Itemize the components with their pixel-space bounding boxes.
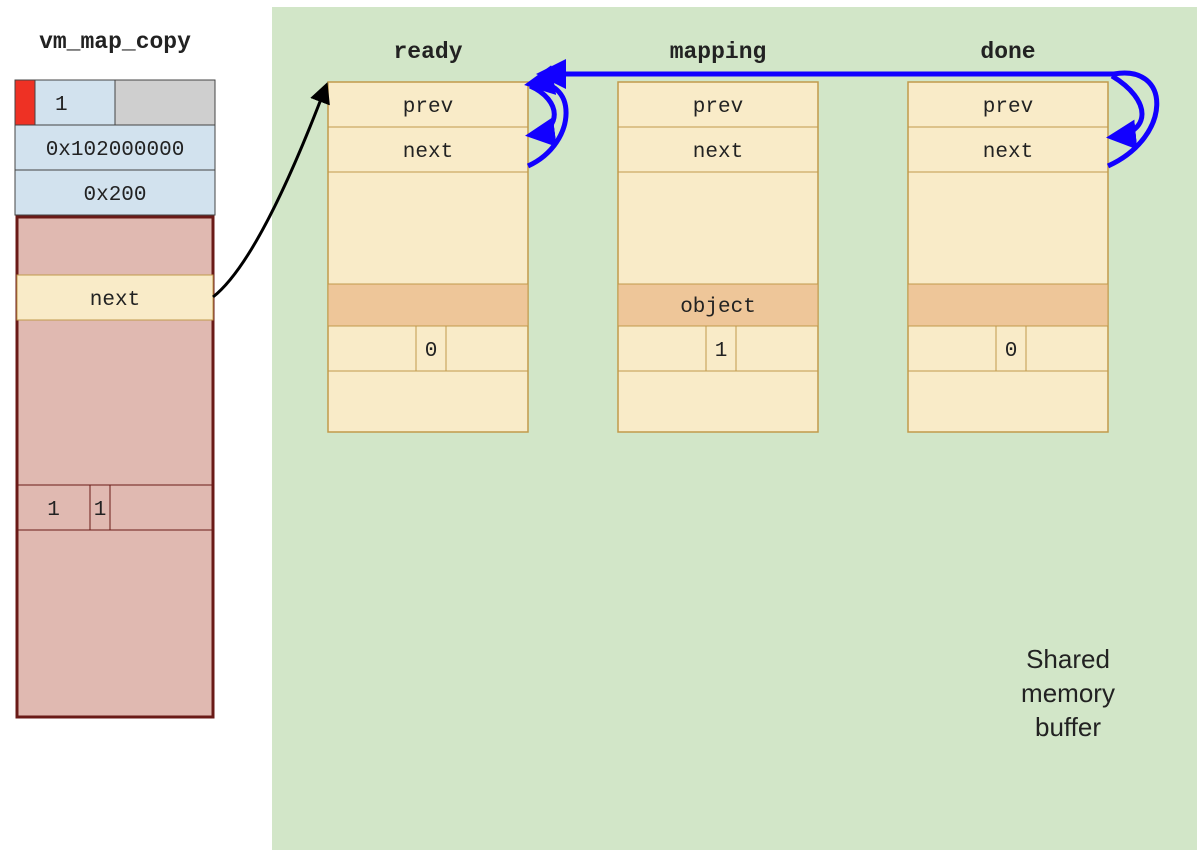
entry-title-ready: ready	[393, 39, 462, 65]
entry-object-row-done	[908, 284, 1108, 326]
entry-box-mapping	[618, 82, 818, 432]
entry-prev-label-ready: prev	[403, 96, 453, 119]
caption-line-1: memory	[1021, 678, 1115, 708]
entry-flag-value-done: 0	[1005, 340, 1018, 363]
vmc-flag-cell-1-value: 1	[94, 499, 107, 522]
entry-object-label-mapping: object	[680, 296, 756, 319]
entry-flag-value-mapping: 1	[715, 340, 728, 363]
entry-prev-label-done: prev	[983, 96, 1033, 119]
vmc-header-pad	[115, 80, 215, 125]
entry-prev-label-mapping: prev	[693, 96, 743, 119]
entry-box-done	[908, 82, 1108, 432]
entry-next-label-ready: next	[403, 141, 453, 164]
caption-line-0: Shared	[1026, 644, 1110, 674]
entry-next-label-mapping: next	[693, 141, 743, 164]
entry-flag-value-ready: 0	[425, 340, 438, 363]
vmc-header-type-value: 1	[55, 94, 68, 117]
vmc-flag-cell-0-value: 1	[47, 499, 60, 522]
entry-next-label-done: next	[983, 141, 1033, 164]
vmc-size-value: 0x200	[83, 184, 146, 207]
vmc-header-type	[35, 80, 115, 125]
entry-title-done: done	[980, 39, 1035, 65]
vmc-header-red	[15, 80, 35, 125]
caption-line-2: buffer	[1035, 712, 1101, 742]
entry-object-row-ready	[328, 284, 528, 326]
entry-box-ready	[328, 82, 528, 432]
vm-map-copy-title: vm_map_copy	[39, 29, 191, 55]
vmc-addr-value: 0x102000000	[46, 139, 185, 162]
vmc-next-label: next	[90, 289, 140, 312]
entry-title-mapping: mapping	[670, 39, 767, 65]
